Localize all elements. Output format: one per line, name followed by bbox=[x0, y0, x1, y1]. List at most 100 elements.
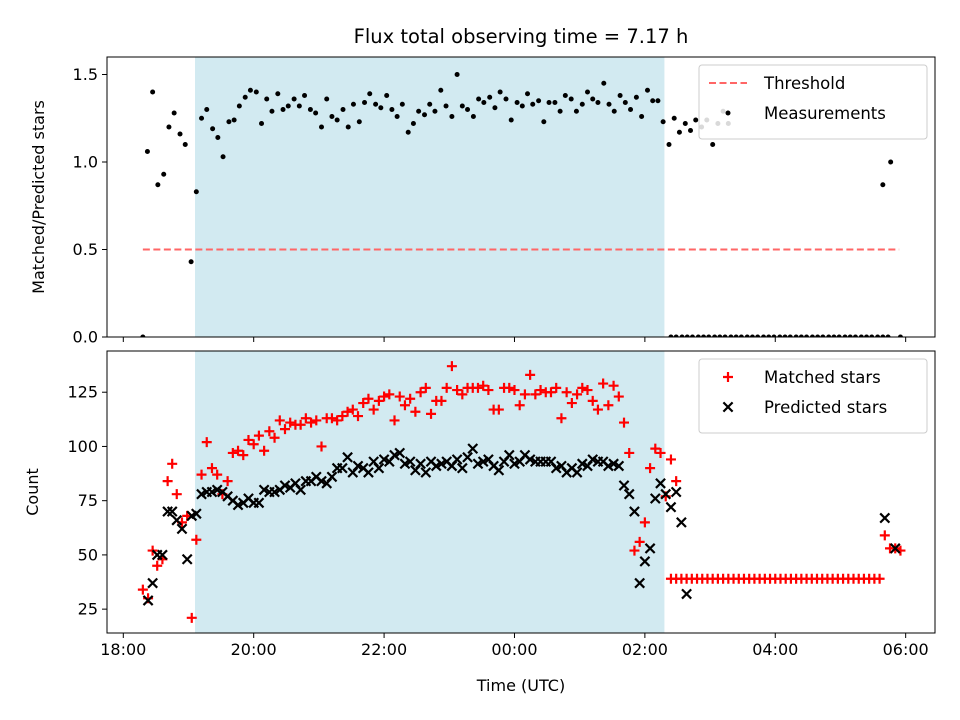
y-axis-label: Matched/Predicted stars bbox=[29, 100, 48, 294]
data-point bbox=[259, 121, 265, 126]
data-point bbox=[248, 439, 259, 450]
data-point bbox=[171, 110, 177, 116]
legend: Threshold Measurements bbox=[698, 64, 928, 140]
data-point bbox=[222, 476, 233, 487]
x-tick-label: 04:00 bbox=[752, 640, 798, 659]
data-point bbox=[880, 182, 886, 188]
data-point bbox=[568, 96, 574, 102]
data-point bbox=[307, 107, 313, 112]
series-measurements bbox=[140, 72, 903, 337]
data-point bbox=[514, 100, 520, 105]
data-point bbox=[336, 462, 348, 474]
data-point bbox=[777, 334, 783, 337]
data-point bbox=[590, 96, 596, 102]
data-point bbox=[649, 493, 661, 504]
data-point bbox=[220, 154, 226, 160]
data-point bbox=[167, 458, 178, 469]
y-tick-label: 25 bbox=[78, 600, 98, 619]
data-point bbox=[420, 382, 431, 393]
data-point bbox=[456, 462, 468, 474]
data-point bbox=[253, 497, 265, 509]
data-point bbox=[144, 149, 150, 154]
data-point bbox=[226, 119, 232, 125]
y-tick-label: 0.0 bbox=[73, 328, 98, 347]
data-point bbox=[452, 385, 463, 396]
data-point bbox=[582, 385, 593, 396]
data-point bbox=[557, 108, 563, 114]
data-point bbox=[422, 112, 428, 118]
legend-label: Threshold bbox=[763, 74, 845, 93]
data-point bbox=[326, 471, 338, 483]
data-point bbox=[259, 445, 270, 456]
data-point bbox=[633, 94, 639, 100]
y-tick-label: 0.5 bbox=[73, 240, 98, 259]
y-tick-label: 50 bbox=[78, 545, 98, 564]
data-point bbox=[373, 101, 379, 107]
data-point bbox=[645, 463, 656, 474]
data-point bbox=[279, 424, 290, 435]
data-point bbox=[668, 334, 674, 337]
data-point bbox=[166, 506, 178, 517]
data-point bbox=[603, 400, 614, 411]
data-point bbox=[427, 101, 433, 107]
y-tick-label: 75 bbox=[78, 491, 98, 510]
data-point bbox=[150, 89, 156, 95]
data-point bbox=[695, 334, 701, 337]
data-point bbox=[318, 124, 324, 130]
data-point bbox=[671, 476, 682, 487]
legend-swatch bbox=[722, 401, 734, 413]
data-point bbox=[326, 413, 337, 424]
data-point bbox=[176, 523, 188, 535]
data-point bbox=[300, 413, 311, 424]
data-point bbox=[236, 103, 242, 109]
data-point bbox=[666, 142, 672, 147]
x-tick-label: 02:00 bbox=[622, 640, 668, 659]
y-tick-label: 100 bbox=[67, 437, 98, 456]
x-axis-label: Time (UTC) bbox=[476, 676, 565, 695]
legend: Matched stars Predicted stars bbox=[698, 358, 928, 434]
legend-swatch bbox=[723, 372, 733, 382]
data-point bbox=[875, 334, 881, 337]
data-point bbox=[313, 110, 319, 116]
data-point bbox=[337, 411, 348, 422]
data-point bbox=[869, 334, 875, 337]
x-tick-label: 22:00 bbox=[361, 640, 407, 659]
data-point bbox=[446, 361, 457, 372]
data-point bbox=[362, 100, 368, 105]
data-point bbox=[356, 119, 362, 125]
data-point bbox=[655, 477, 666, 489]
legend-label: Matched stars bbox=[764, 368, 881, 387]
data-point bbox=[815, 334, 821, 337]
data-point bbox=[191, 534, 202, 545]
data-point bbox=[864, 334, 870, 337]
data-point bbox=[324, 96, 330, 102]
data-point bbox=[889, 543, 901, 554]
data-point bbox=[710, 142, 716, 147]
data-point bbox=[842, 334, 848, 337]
data-point bbox=[503, 96, 509, 102]
data-point bbox=[166, 124, 172, 130]
data-point bbox=[353, 411, 364, 422]
data-point bbox=[389, 107, 395, 112]
data-point bbox=[608, 380, 619, 391]
data-point bbox=[196, 469, 207, 480]
data-point bbox=[162, 506, 174, 517]
data-point bbox=[280, 107, 286, 112]
data-point bbox=[771, 334, 777, 337]
data-point bbox=[606, 101, 612, 107]
data-point bbox=[316, 441, 327, 452]
data-point bbox=[634, 536, 645, 547]
data-point bbox=[332, 415, 343, 426]
data-point bbox=[295, 419, 306, 430]
data-point bbox=[152, 560, 163, 571]
data-point bbox=[820, 334, 826, 337]
data-point bbox=[577, 382, 588, 393]
data-point bbox=[858, 334, 864, 337]
data-point bbox=[587, 395, 598, 406]
legend-label: Predicted stars bbox=[764, 398, 887, 417]
data-point bbox=[311, 415, 322, 426]
data-point bbox=[264, 426, 275, 437]
data-point bbox=[787, 334, 793, 337]
data-point bbox=[358, 398, 369, 409]
